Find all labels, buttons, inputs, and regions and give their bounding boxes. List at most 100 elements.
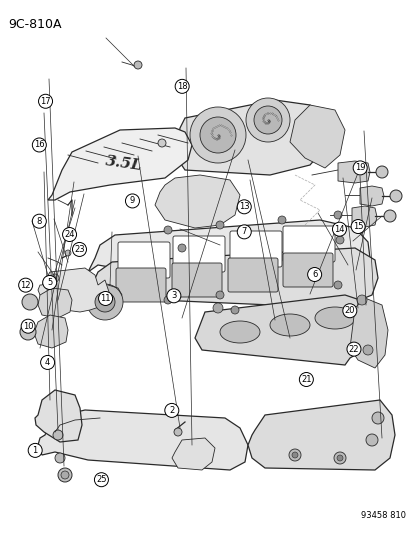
Circle shape <box>307 268 321 281</box>
Text: 21: 21 <box>300 375 311 384</box>
Circle shape <box>164 296 171 304</box>
Circle shape <box>43 276 57 289</box>
Circle shape <box>333 281 341 289</box>
Circle shape <box>352 161 366 175</box>
Circle shape <box>61 471 69 479</box>
Circle shape <box>22 294 38 310</box>
Circle shape <box>32 214 46 228</box>
Text: 14: 14 <box>333 225 344 233</box>
Polygon shape <box>289 105 344 168</box>
Text: 15: 15 <box>352 222 363 231</box>
Text: 3.5L: 3.5L <box>105 154 143 173</box>
Circle shape <box>230 306 238 314</box>
Ellipse shape <box>269 314 309 336</box>
Circle shape <box>350 220 364 233</box>
Circle shape <box>19 278 33 292</box>
Text: 16: 16 <box>34 141 45 149</box>
Circle shape <box>277 216 285 224</box>
Circle shape <box>21 319 35 333</box>
Circle shape <box>55 453 65 463</box>
FancyBboxPatch shape <box>282 226 334 262</box>
Circle shape <box>40 356 55 369</box>
Text: 93458 810: 93458 810 <box>360 511 405 520</box>
Circle shape <box>254 106 281 134</box>
Circle shape <box>291 452 297 458</box>
Text: 12: 12 <box>20 281 31 289</box>
Circle shape <box>216 221 223 229</box>
Circle shape <box>58 468 72 482</box>
FancyBboxPatch shape <box>118 242 170 278</box>
Circle shape <box>175 79 189 93</box>
FancyBboxPatch shape <box>230 231 281 267</box>
Circle shape <box>20 324 36 340</box>
Text: 1: 1 <box>33 446 38 455</box>
Polygon shape <box>171 438 214 470</box>
Polygon shape <box>195 295 377 365</box>
Circle shape <box>383 210 395 222</box>
Polygon shape <box>38 288 72 318</box>
Text: 24: 24 <box>64 230 75 239</box>
Circle shape <box>32 138 46 152</box>
Circle shape <box>164 403 178 417</box>
Polygon shape <box>349 298 387 368</box>
Text: 2: 2 <box>169 406 174 415</box>
Text: 5: 5 <box>47 278 52 287</box>
FancyBboxPatch shape <box>228 258 277 292</box>
Circle shape <box>94 473 108 487</box>
Circle shape <box>173 428 182 436</box>
Circle shape <box>299 373 313 386</box>
Text: 11: 11 <box>100 294 111 303</box>
Circle shape <box>237 200 251 214</box>
Polygon shape <box>48 128 192 200</box>
Polygon shape <box>38 410 247 470</box>
Polygon shape <box>359 186 383 206</box>
Polygon shape <box>38 268 110 312</box>
FancyBboxPatch shape <box>171 263 221 297</box>
Circle shape <box>333 211 341 219</box>
Circle shape <box>62 228 76 241</box>
Circle shape <box>28 443 42 457</box>
Circle shape <box>216 291 223 299</box>
Polygon shape <box>82 248 377 308</box>
Circle shape <box>178 244 185 252</box>
Circle shape <box>346 342 360 356</box>
Polygon shape <box>337 161 369 183</box>
Circle shape <box>288 449 300 461</box>
Circle shape <box>125 194 139 208</box>
Text: 6: 6 <box>311 270 316 279</box>
Ellipse shape <box>314 307 354 329</box>
Circle shape <box>335 236 343 244</box>
Text: 3: 3 <box>171 292 176 300</box>
Text: 25: 25 <box>96 475 107 484</box>
Text: 13: 13 <box>238 203 249 211</box>
Circle shape <box>375 166 387 178</box>
Text: 9: 9 <box>130 197 135 205</box>
Circle shape <box>336 455 342 461</box>
Circle shape <box>332 222 346 236</box>
Ellipse shape <box>219 321 259 343</box>
Circle shape <box>65 250 71 256</box>
Text: 17: 17 <box>40 97 51 106</box>
Circle shape <box>356 295 366 305</box>
Text: 10: 10 <box>23 322 33 330</box>
Circle shape <box>95 292 115 312</box>
Text: 22: 22 <box>348 345 358 353</box>
Circle shape <box>342 304 356 318</box>
Circle shape <box>98 292 112 305</box>
Text: 4: 4 <box>45 358 50 367</box>
Circle shape <box>158 139 166 147</box>
Text: 7: 7 <box>241 228 246 236</box>
Polygon shape <box>247 400 394 470</box>
Text: 9C-810A: 9C-810A <box>8 18 62 31</box>
Circle shape <box>134 61 142 69</box>
Circle shape <box>164 226 171 234</box>
Circle shape <box>87 284 123 320</box>
Circle shape <box>166 289 180 303</box>
Polygon shape <box>34 315 68 348</box>
Text: 19: 19 <box>354 164 365 172</box>
Text: 18: 18 <box>176 82 187 91</box>
FancyBboxPatch shape <box>282 253 332 287</box>
Circle shape <box>371 412 383 424</box>
Circle shape <box>333 452 345 464</box>
Circle shape <box>38 94 52 108</box>
